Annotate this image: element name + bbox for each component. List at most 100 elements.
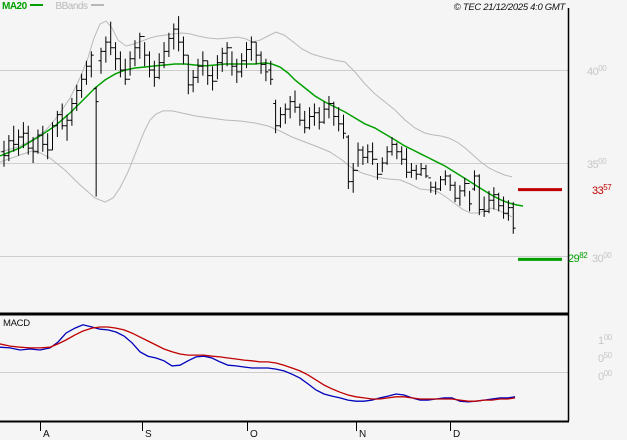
- candle: [462, 177, 468, 197]
- candle: [282, 103, 288, 124]
- candle: [25, 125, 31, 155]
- candle: [263, 58, 269, 82]
- candle: [438, 176, 443, 191]
- candle: [210, 66, 215, 91]
- candle: [244, 42, 249, 69]
- month-label-N: N: [359, 429, 366, 440]
- candle: [88, 51, 94, 78]
- candle: [375, 158, 380, 180]
- candle: [341, 114, 346, 139]
- price-axis-label-1: 3500: [587, 157, 607, 171]
- candle: [84, 60, 89, 85]
- right-axis-labels: 4000 3500 3000 3357 2982 100 050 000: [568, 64, 613, 383]
- candle: [418, 163, 424, 176]
- candle: [74, 84, 80, 111]
- candle: [442, 170, 448, 186]
- macd-axis-label-2: 000: [598, 369, 613, 383]
- ma20-legend-swatch: [29, 4, 43, 7]
- candle: [355, 142, 361, 171]
- candle: [166, 32, 172, 57]
- candle: [312, 103, 317, 126]
- candle: [30, 137, 36, 163]
- candle: [93, 86, 99, 197]
- month-label-D: D: [453, 429, 460, 440]
- month-label-A: A: [43, 429, 50, 440]
- signal-line: [0, 326, 516, 402]
- candle: [476, 174, 482, 216]
- candle: [360, 146, 366, 165]
- candle: [239, 53, 245, 78]
- candle: [331, 101, 337, 126]
- candle: [190, 70, 196, 93]
- candle: [6, 135, 12, 162]
- candle: [510, 202, 516, 234]
- candle: [365, 144, 371, 163]
- candle: [127, 51, 133, 80]
- candle: [404, 148, 409, 178]
- candle: [229, 47, 235, 76]
- candle: [423, 164, 429, 178]
- candle: [321, 101, 327, 124]
- copyright-text: © TEC 21/12/2025 4:0 GMT: [453, 2, 566, 13]
- candle: [195, 58, 201, 83]
- candle: [399, 146, 405, 165]
- candle: [147, 51, 152, 78]
- macd-lines: [0, 324, 516, 403]
- candle: [224, 42, 230, 67]
- candle: [248, 36, 254, 61]
- candle: [345, 135, 351, 189]
- candle: [118, 51, 123, 78]
- candle: [171, 23, 177, 50]
- candle: [142, 36, 148, 67]
- candle: [491, 187, 497, 210]
- bbands-legend-label: BBands: [55, 1, 88, 12]
- candle: [273, 99, 278, 134]
- candle: [79, 73, 84, 98]
- candle: [69, 97, 75, 126]
- candle: [506, 200, 511, 221]
- price-axis-label-0: 4000: [587, 64, 607, 78]
- support-level-label: 2982: [568, 251, 588, 265]
- month-label-O: O: [250, 429, 258, 440]
- candle: [45, 133, 51, 160]
- candle: [11, 125, 17, 152]
- candle: [21, 122, 26, 149]
- candle: [370, 142, 375, 165]
- candle: [307, 107, 312, 130]
- candle: [176, 16, 181, 52]
- candle: [326, 96, 332, 119]
- price-level-lines: [518, 188, 562, 261]
- candle: [103, 36, 109, 63]
- candle: [185, 54, 191, 95]
- candlesticks: [1, 16, 516, 234]
- legend: MA20 BBands: [2, 1, 106, 13]
- candle: [278, 107, 283, 128]
- candle: [316, 107, 322, 130]
- candle: [457, 185, 463, 206]
- candle: [122, 58, 128, 85]
- candle: [1, 140, 7, 167]
- candle: [181, 36, 186, 65]
- candle: [258, 51, 264, 74]
- candle: [200, 51, 206, 76]
- candle: [481, 196, 487, 217]
- candle: [156, 53, 162, 80]
- candle: [472, 170, 477, 191]
- ma20-legend-label: MA20: [2, 1, 27, 12]
- bbands-legend-swatch: [90, 4, 104, 7]
- candle: [205, 60, 211, 85]
- candle: [379, 157, 385, 175]
- candle: [54, 110, 60, 137]
- candle: [253, 41, 259, 65]
- macd-line: [0, 324, 516, 403]
- ma20-line: [0, 62, 524, 207]
- candle: [433, 181, 439, 195]
- candle: [428, 177, 434, 193]
- candle: [50, 122, 55, 151]
- candle: [113, 42, 118, 70]
- candle: [215, 55, 220, 82]
- candle: [16, 129, 21, 156]
- candle: [409, 163, 414, 178]
